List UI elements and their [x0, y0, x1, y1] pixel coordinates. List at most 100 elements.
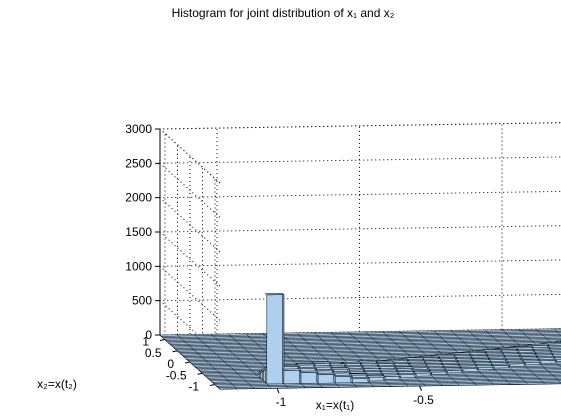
histogram-bar-top [457, 364, 478, 367]
chart-title: Histogram for joint distribution of x₁ a… [172, 6, 395, 20]
histogram-bar-top [489, 360, 509, 363]
histogram-bar [474, 383, 495, 386]
grid-line-z-5 [158, 156, 561, 218]
histogram-bar-top [359, 363, 380, 366]
histogram-bar [508, 382, 529, 385]
histogram-bar-top [514, 346, 535, 349]
histogram-bar-top [556, 379, 561, 382]
histogram-bar-top [408, 363, 428, 366]
histogram-bar-top [545, 342, 561, 345]
histogram-bar [555, 331, 561, 334]
histogram-bar [552, 375, 561, 378]
histogram-bar-front [398, 374, 417, 379]
histogram-bar-front [334, 376, 353, 384]
histogram-bar-top [474, 365, 495, 368]
z-tick-label-2: 1000 [125, 259, 152, 273]
histogram-bar-top [473, 362, 494, 365]
histogram-bar [547, 339, 561, 342]
histogram-bar-top [252, 386, 272, 389]
x-tick-label-0: -1 [276, 395, 287, 409]
histogram-bar-top [235, 386, 255, 389]
histogram-bar-top [412, 371, 433, 374]
histogram-bar-top [362, 369, 383, 372]
labels-layer: Histogram for joint distribution of x₁ a… [37, 6, 434, 412]
histogram-bar [337, 385, 358, 388]
histogram-bar [556, 362, 561, 365]
histogram-bar-top [423, 383, 443, 387]
histogram-bar-top [297, 366, 318, 370]
y-tick-2 [184, 361, 191, 364]
histogram-bar-top [501, 353, 522, 356]
histogram-bar-top [491, 382, 512, 385]
histogram-bar-top [552, 328, 561, 331]
histogram-bar [217, 387, 238, 390]
histogram-bar-top [554, 361, 561, 364]
histogram-bar-top [411, 368, 431, 372]
histogram-bar-top [423, 361, 444, 364]
histogram-bar-top [550, 373, 561, 376]
histogram-bar-top [348, 373, 369, 376]
histogram-bar-front [317, 374, 336, 384]
histogram-bar-top [389, 359, 410, 362]
histogram-bar [286, 386, 307, 389]
histogram-bar-top [531, 347, 552, 350]
y-tick-label-1: -0.5 [166, 368, 187, 382]
histogram-bar [457, 383, 478, 386]
y-tick-4 [159, 339, 166, 341]
histogram-bar [556, 379, 561, 382]
histogram-bar-top [436, 354, 457, 357]
histogram-bar-top [467, 350, 488, 354]
histogram-bar-top [388, 384, 409, 387]
y-tick-3 [172, 350, 178, 353]
histogram-bar [554, 361, 561, 364]
histogram-bar-top [456, 361, 477, 364]
histogram-bar-top [457, 383, 478, 386]
histogram-bar-top [532, 350, 553, 353]
histogram-bar-top [361, 366, 382, 369]
x-tick-1 [419, 385, 422, 392]
z-tick-label-4: 2000 [125, 191, 152, 205]
histogram-bar-top [453, 355, 474, 358]
histogram-bar-top [484, 352, 505, 355]
histogram-bar-top [547, 371, 561, 374]
histogram-bar-top [342, 361, 363, 364]
histogram-bar-top [521, 360, 542, 363]
histogram-bar [252, 386, 272, 389]
x-axis-label: x₁=x(t₁) [316, 398, 354, 412]
histogram-bar-top [554, 329, 561, 332]
histogram-bar [440, 383, 460, 386]
histogram-bar-top [437, 357, 458, 360]
histogram-bar-top [439, 359, 460, 363]
histogram-bar-top [376, 364, 397, 368]
histogram-bar-top [451, 352, 472, 355]
z-tick-label-5: 2500 [125, 156, 152, 170]
z-tick-label-3: 1500 [125, 225, 152, 239]
histogram-bar-top [312, 365, 333, 368]
histogram-bar-top [500, 350, 521, 353]
histogram-bar-top [551, 354, 561, 357]
histogram-bar-top [487, 357, 508, 361]
histogram-bar-top [396, 372, 417, 376]
histogram-bar [423, 383, 443, 387]
grid-line-z-3 [158, 225, 561, 287]
x-tick-0 [276, 387, 280, 394]
histogram-bar-top [442, 365, 463, 368]
histogram-bar [553, 376, 561, 379]
histogram-bar-top [546, 345, 561, 348]
histogram-bar-top [454, 358, 475, 361]
histogram-bar-top [406, 384, 426, 387]
histogram-bar-top [486, 355, 506, 358]
y-tick-label-2: 0 [167, 357, 174, 371]
histogram-bar [298, 370, 319, 384]
histogram-bar-top [217, 387, 238, 390]
histogram-bar-top [298, 370, 319, 373]
histogram-bar-top [440, 362, 461, 365]
y-tick-label-4: 1 [142, 335, 149, 349]
histogram-bar [542, 382, 561, 385]
histogram-bar-top [337, 385, 358, 388]
histogram-bar-top [506, 362, 527, 365]
histogram-bar [264, 292, 285, 385]
histogram-bar-top [518, 354, 539, 357]
histogram-bar-top [409, 366, 430, 369]
histogram-bar-top [471, 359, 492, 362]
